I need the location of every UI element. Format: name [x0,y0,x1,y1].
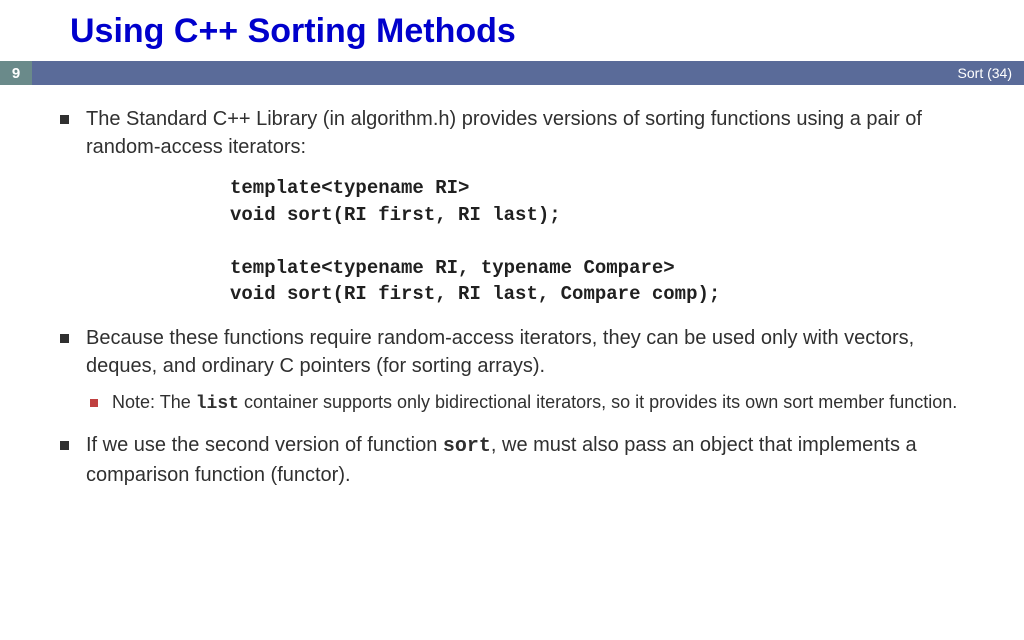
code-block: template<typename RI> void sort(RI first… [230,175,964,308]
code-line: template<typename RI> [230,177,469,199]
footer-label: Sort (34) [958,65,1012,81]
inline-code-list: list [196,394,239,414]
bullet-3: If we use the second version of function… [60,431,964,489]
bullet-2-text: Because these functions require random-a… [86,327,914,377]
inline-code-sort: sort [443,435,491,458]
bullet-3-pre: If we use the second version of function [86,434,443,456]
bullet-1: The Standard C++ Library (in algorithm.h… [60,105,964,161]
bullet-2-sub: Note: The list container supports only b… [86,390,964,417]
bullet-2-sub-post: container supports only bidirectional it… [239,392,957,412]
bullet-2: Because these functions require random-a… [60,324,964,417]
slide-title: Using C++ Sorting Methods [0,0,1024,61]
bullet-1-text: The Standard C++ Library (in algorithm.h… [86,108,922,158]
slide-number: 9 [0,61,32,85]
slide-footer: Sort (34) [32,61,1024,85]
code-line: void sort(RI first, RI last); [230,204,561,226]
slide-content: The Standard C++ Library (in algorithm.h… [0,85,1024,489]
slide-bar: 9 Sort (34) [0,61,1024,85]
bullet-2-sub-pre: Note: The [112,392,196,412]
code-line: void sort(RI first, RI last, Compare com… [230,283,720,305]
code-line: template<typename RI, typename Compare> [230,257,675,279]
